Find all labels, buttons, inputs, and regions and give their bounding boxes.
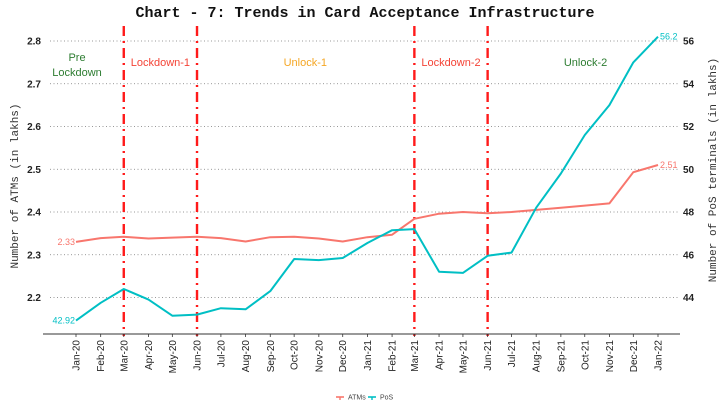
left-axis-title: Number of ATMs (in lakhs) xyxy=(10,103,22,268)
left-tick-label: 2.7 xyxy=(27,79,41,90)
x-tick-label: Apr-20 xyxy=(144,340,155,370)
end-value-label: 2.51 xyxy=(660,160,678,170)
right-tick-label: 44 xyxy=(683,293,695,304)
x-tick-label: Dec-21 xyxy=(629,340,640,373)
phase-label: Unlock-1 xyxy=(284,57,327,69)
right-axis-title: Number of PoS terminals (in lakhs) xyxy=(708,58,720,282)
left-tick-label: 2.3 xyxy=(27,250,41,261)
x-tick-label: Sep-20 xyxy=(266,340,277,373)
x-tick-label: Jul-20 xyxy=(216,340,227,368)
legend-label: PoS xyxy=(380,395,394,402)
x-tick-label: Aug-20 xyxy=(241,340,252,373)
x-tick-label: May-21 xyxy=(458,340,469,374)
x-tick-label: Jan-21 xyxy=(363,340,374,371)
phase-label: Lockdown-1 xyxy=(131,57,190,69)
left-tick-label: 2.4 xyxy=(27,208,41,219)
x-tick-label: Apr-21 xyxy=(435,340,446,370)
x-tick-label: Jan-20 xyxy=(72,340,83,371)
right-axis-ticks: 44 46 48 50 52 54 56 xyxy=(683,37,695,305)
x-tick-label: Feb-20 xyxy=(96,340,107,372)
x-tick-label: Mar-20 xyxy=(119,340,130,372)
x-tick-label: Jun-20 xyxy=(193,340,204,371)
phase-labels: Pre Lockdown Lockdown-1 Unlock-1 Lockdown-2 U… xyxy=(52,52,607,79)
x-tick-label: Jun-21 xyxy=(483,340,494,371)
phase-dividers xyxy=(122,26,489,336)
right-tick-label: 50 xyxy=(683,165,695,176)
x-tick-label: Jan-22 xyxy=(654,340,665,371)
right-tick-label: 54 xyxy=(683,79,695,90)
left-tick-label: 2.6 xyxy=(27,122,41,133)
chart-title: Chart - 7: Trends in Card Acceptance Inf… xyxy=(135,5,594,22)
x-tick-label: Feb-21 xyxy=(388,340,399,372)
phase-label: Unlock-2 xyxy=(564,57,607,69)
phase-label: Lockdown xyxy=(52,67,102,79)
gridlines xyxy=(50,40,678,298)
right-tick-label: 48 xyxy=(683,208,695,219)
x-tick-label: May-20 xyxy=(168,340,179,374)
series-lines: 2.33 2.51 42.92 56.2 xyxy=(52,32,677,326)
x-tick-label: Nov-21 xyxy=(605,340,616,373)
legend: ATMs PoS xyxy=(336,395,394,402)
x-tick-label: Nov-20 xyxy=(314,340,325,373)
left-tick-label: 2.2 xyxy=(27,293,41,304)
right-tick-label: 52 xyxy=(683,122,695,133)
start-value-label: 2.33 xyxy=(57,237,75,247)
left-tick-label: 2.8 xyxy=(27,37,41,48)
x-axis: Jan-20 Feb-20 Mar-20 Apr-20 May-20 Jun-20 Jul-… xyxy=(43,333,680,374)
start-value-label: 42.92 xyxy=(52,316,75,326)
x-tick-label: Mar-21 xyxy=(410,340,421,372)
left-axis-ticks: 2.2 2.3 2.4 2.5 2.6 2.7 2.8 xyxy=(27,37,41,305)
legend-item: PoS xyxy=(368,395,394,402)
x-tick-label: Aug-21 xyxy=(532,340,543,373)
series-line-pos xyxy=(75,36,659,322)
x-tick-label: Oct-21 xyxy=(580,340,591,370)
legend-item: ATMs xyxy=(336,395,366,402)
right-tick-label: 56 xyxy=(683,37,695,48)
x-tick-label: Sep-21 xyxy=(556,340,567,373)
end-value-label: 56.2 xyxy=(660,32,678,42)
x-tick-label: Dec-20 xyxy=(338,340,349,373)
phase-label: Pre xyxy=(68,52,85,64)
x-tick-label: Oct-20 xyxy=(290,340,301,370)
series-line-atms xyxy=(75,164,659,243)
left-tick-label: 2.5 xyxy=(27,165,41,176)
x-tick-label: Jul-21 xyxy=(507,340,518,368)
right-tick-label: 46 xyxy=(683,250,695,261)
phase-label: Lockdown-2 xyxy=(421,57,480,69)
legend-label: ATMs xyxy=(348,395,366,402)
